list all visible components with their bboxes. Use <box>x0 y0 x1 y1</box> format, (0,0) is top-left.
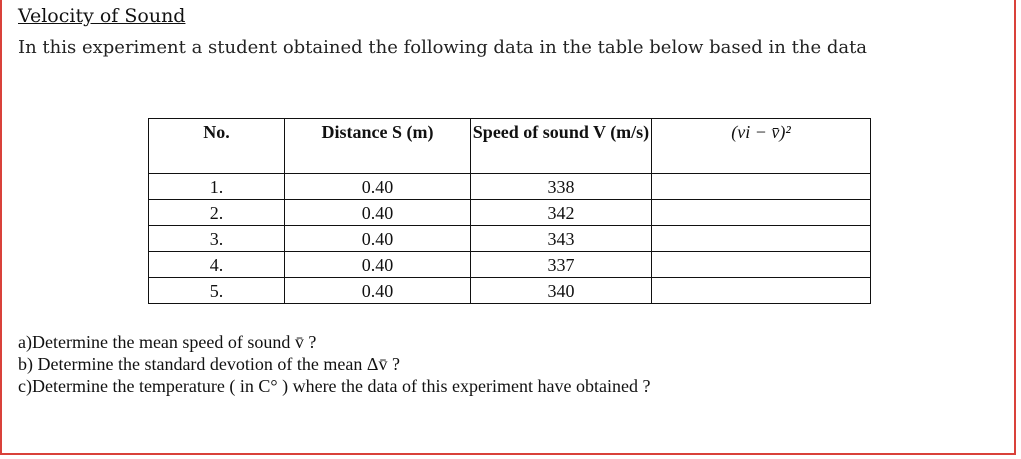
question: a)Determine the mean speed of sound v̄ ? <box>18 332 317 352</box>
table-cell: 4. <box>148 251 285 278</box>
table-row: 3. 0.40 343 <box>148 225 871 252</box>
table-cell: 0.40 <box>284 277 471 304</box>
table-row: 1. 0.40 338 <box>148 173 871 200</box>
table-row: 4. 0.40 337 <box>148 251 871 278</box>
table-cell: 5. <box>148 277 285 304</box>
table-cell: 0.40 <box>284 173 471 200</box>
column-header: No. <box>148 118 285 174</box>
table-cell: 342 <box>470 199 652 226</box>
empty-cell <box>651 173 871 200</box>
empty-cell <box>651 199 871 226</box>
table-cell: 2. <box>148 199 285 226</box>
column-header: Speed of sound V (m/s) <box>470 118 652 174</box>
column-header: (vi − v̄)² <box>651 118 871 174</box>
title: Velocity of Sound <box>18 5 186 27</box>
table-cell: 3. <box>148 225 285 252</box>
table-cell: 338 <box>470 173 652 200</box>
table-cell: 343 <box>470 225 652 252</box>
table-cell: 0.40 <box>284 225 471 252</box>
questions: a)Determine the mean speed of sound v̄ ?… <box>18 331 650 397</box>
table-body: 1. 0.40 338 2. 0.40 342 3. 0.40 343 4. 0.40 337 5. 0.… <box>148 173 871 304</box>
empty-cell <box>651 225 871 252</box>
table-cell: 1. <box>148 173 285 200</box>
empty-cell <box>651 251 871 278</box>
table-row: 5. 0.40 340 <box>148 277 871 304</box>
table-cell: 0.40 <box>284 251 471 278</box>
table-cell: 340 <box>470 277 652 304</box>
data-table: No. Distance S (m) Speed of sound V (m/s)(… <box>148 118 871 304</box>
intro: In this experiment a student obtained th… <box>18 37 868 58</box>
header-row: No. Distance S (m) Speed of sound V (m/s)(… <box>148 118 871 174</box>
table-cell: 337 <box>470 251 652 278</box>
table-row: 2. 0.40 342 <box>148 199 871 226</box>
question: c)Determine the temperature ( in C° ) wh… <box>18 376 651 396</box>
table-cell: 0.40 <box>284 199 471 226</box>
question: b) Determine the standard devotion of th… <box>18 354 400 374</box>
empty-cell <box>651 277 871 304</box>
column-header: Distance S (m) <box>284 118 471 174</box>
